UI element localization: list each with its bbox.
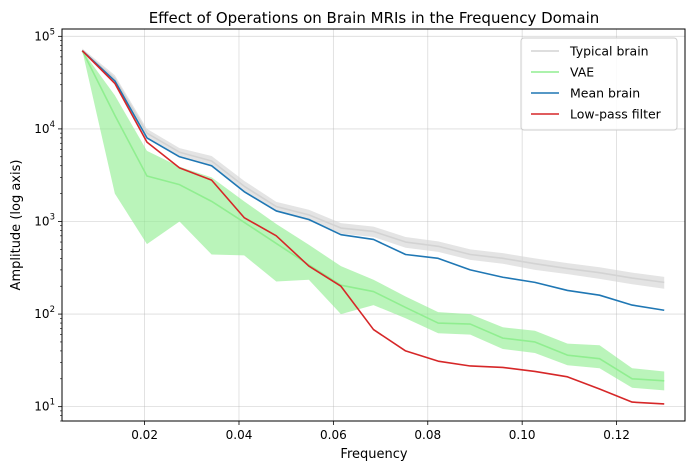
- x-tick-label: 0.10: [509, 428, 536, 442]
- vae-band: [82, 50, 665, 391]
- plot-frame: [61, 28, 686, 422]
- y-tick-label: 101: [34, 398, 55, 414]
- y-axis-label: Amplitude (log axis): [9, 160, 24, 291]
- x-tick-label: 0.04: [226, 428, 253, 442]
- tick-layer: 0.02 0.04 0.06 0.08 0.10 0.12 101 102 103 104 105: [34, 27, 630, 442]
- legend-box: [520, 37, 678, 131]
- low-pass-filter-line: [81, 50, 665, 405]
- y-tick-label: 104: [34, 120, 55, 136]
- y-tick-label: 102: [34, 305, 55, 321]
- legend-label-low-pass-filter: Low-pass filter: [570, 107, 662, 122]
- x-axis-label: Frequency: [340, 447, 407, 462]
- x-tick-label: 0.06: [320, 428, 347, 442]
- x-tick-label: 0.12: [603, 428, 630, 442]
- plot-series-layer: [81, 48, 665, 405]
- y-tick-label: 103: [34, 212, 55, 228]
- x-tick-label: 0.08: [414, 428, 441, 442]
- legend-label-typical-brain: Typical brain: [569, 44, 649, 59]
- mean-brain-line: [81, 50, 665, 312]
- y-tick-label: 105: [34, 27, 55, 43]
- legend-label-mean-brain: Mean brain: [570, 86, 640, 101]
- vae-line: [81, 50, 665, 382]
- legend-label-vae: VAE: [570, 65, 594, 80]
- legend: Typical brain VAE Mean brain Low-pass filte…: [520, 37, 678, 131]
- typical-brain-line: [81, 50, 665, 284]
- x-tick-label: 0.02: [131, 428, 158, 442]
- chart-title: Effect of Operations on Brain MRIs in th…: [149, 9, 600, 27]
